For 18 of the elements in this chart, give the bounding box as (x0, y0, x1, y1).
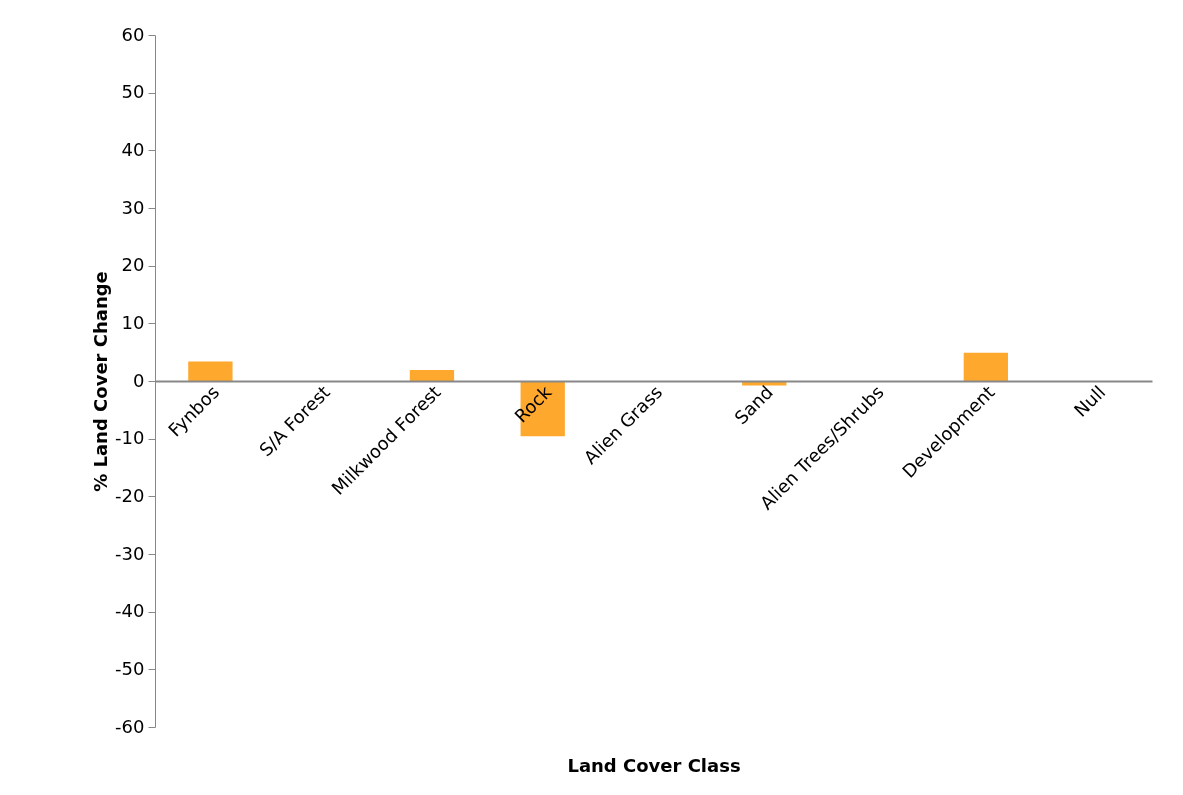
bar (188, 361, 233, 381)
y-tick-label: 10 (121, 311, 145, 333)
y-tick-label: 0 (133, 369, 145, 391)
y-tick-label: -40 (115, 600, 145, 622)
y-tick-label: -60 (115, 715, 145, 737)
y-tick-label: 20 (121, 254, 145, 276)
y-axis-title: % Land Cover Change (90, 271, 112, 492)
y-tick-label: -50 (115, 657, 145, 679)
y-tick-label: 50 (121, 81, 145, 103)
y-tick-label: 60 (121, 23, 145, 45)
y-tick-label: -30 (115, 542, 145, 564)
y-tick-label: 40 (121, 138, 145, 160)
y-tick-label: 30 (121, 196, 145, 218)
x-axis-title: Land Cover Class (567, 754, 741, 776)
y-tick-label: -10 (115, 427, 145, 449)
y-tick-label: -20 (115, 484, 145, 506)
bar (963, 352, 1008, 381)
bar (409, 370, 455, 381)
